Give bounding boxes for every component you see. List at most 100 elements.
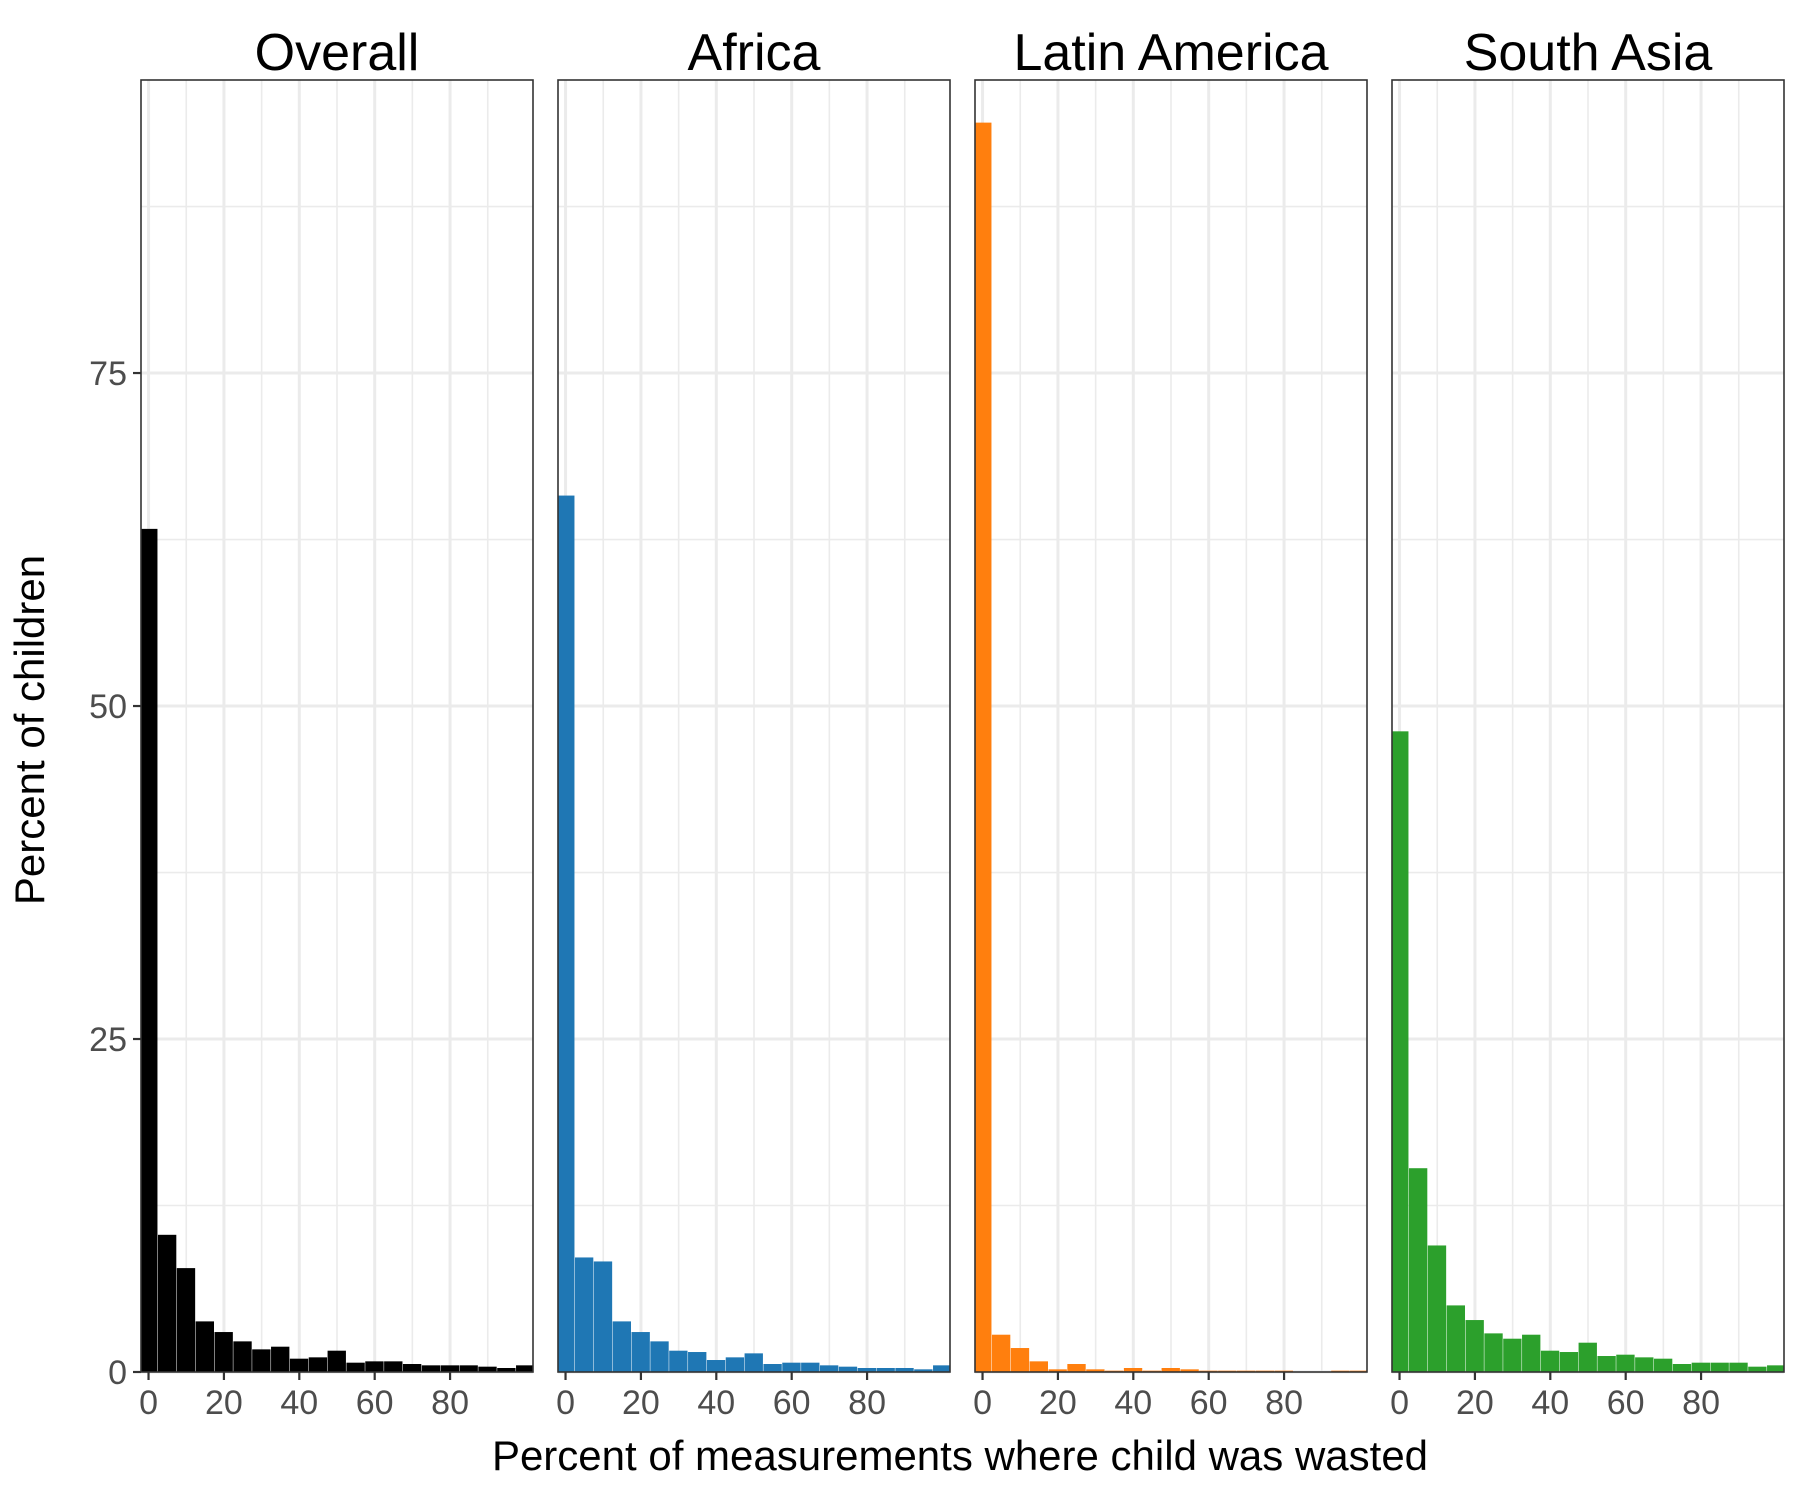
histogram-bar: [1484, 1333, 1503, 1372]
histogram-bar: [1465, 1320, 1484, 1372]
histogram-bar: [1408, 1168, 1428, 1372]
panel-border: [974, 79, 1368, 1373]
x-tick-label: 20: [1456, 1384, 1494, 1422]
histogram-bar: [876, 1368, 895, 1372]
x-tick-label: 40: [1114, 1384, 1152, 1422]
x-tick-label: 60: [773, 1384, 811, 1422]
histogram-bar: [440, 1365, 459, 1372]
histogram-bar: [763, 1364, 782, 1372]
facet-title: Overall: [255, 24, 420, 82]
histogram-bar: [497, 1368, 516, 1372]
facet-overall: Overall 0 20 40 60 80: [139, 24, 534, 1422]
x-tick-label: 20: [622, 1384, 660, 1422]
histogram-bar: [1578, 1342, 1597, 1372]
histogram-bar: [574, 1257, 594, 1372]
histogram-bar: [914, 1369, 933, 1372]
histogram-bar: [1048, 1369, 1067, 1372]
facet-title: Latin America: [1013, 24, 1328, 82]
x-tick-label: 60: [356, 1384, 394, 1422]
histogram-bar: [308, 1357, 328, 1372]
y-tick-label: 0: [108, 1354, 127, 1392]
histogram-bar: [327, 1350, 346, 1372]
x-tick-label: 80: [1682, 1384, 1720, 1422]
x-axis-title: Percent of measurements where child was …: [492, 1432, 1428, 1479]
x-tick-label: 0: [1390, 1384, 1409, 1422]
histogram-bar: [233, 1341, 252, 1372]
histogram-bar: [1710, 1362, 1729, 1372]
histogram-bar: [669, 1350, 688, 1372]
histogram-bar: [1616, 1354, 1635, 1372]
histogram-bar: [975, 122, 992, 1372]
histogram-bar: [1392, 731, 1409, 1372]
histogram-bar: [706, 1360, 726, 1372]
x-tick-label: 20: [1039, 1384, 1077, 1422]
histogram-bar: [421, 1365, 441, 1372]
x-tick-label: 40: [280, 1384, 318, 1422]
histogram-bar: [1767, 1365, 1784, 1372]
histogram-bar: [650, 1341, 669, 1372]
panel-border: [557, 79, 951, 1373]
histogram-bar: [141, 528, 158, 1372]
histogram-bar: [195, 1321, 214, 1372]
x-tick-label: 60: [1190, 1384, 1228, 1422]
histogram-bar: [252, 1349, 271, 1372]
histogram-bar: [782, 1362, 801, 1372]
histogram-bar: [1729, 1362, 1748, 1372]
histogram-bar: [271, 1346, 290, 1372]
histogram-bar: [1653, 1358, 1673, 1372]
facet-africa: Africa 0 20 40 60 80: [556, 24, 951, 1422]
y-tick-label: 75: [89, 355, 127, 393]
histogram-bar: [1635, 1357, 1654, 1372]
histogram-bar: [1540, 1350, 1560, 1372]
x-tick-label: 60: [1607, 1384, 1645, 1422]
histogram-bar: [402, 1364, 422, 1372]
histogram-bar: [1123, 1368, 1143, 1372]
x-tick-label: 0: [556, 1384, 575, 1422]
histogram-bar: [1672, 1364, 1692, 1372]
y-tick-label: 25: [89, 1021, 127, 1059]
histogram-bar: [157, 1234, 177, 1372]
histogram-bar: [744, 1353, 763, 1372]
x-tick-label: 40: [1531, 1384, 1569, 1422]
histogram-bar: [1503, 1338, 1522, 1372]
histogram-bar: [1522, 1334, 1541, 1372]
histogram-bar: [1597, 1356, 1616, 1372]
histogram-bar: [478, 1366, 497, 1372]
histogram-bar: [176, 1268, 196, 1372]
histogram-bar: [346, 1362, 365, 1372]
y-axis-title: Percent of children: [6, 555, 53, 905]
histogram-bar: [1010, 1348, 1030, 1372]
facet-latin-america: Latin America 0 20 40 60 80: [973, 24, 1368, 1422]
histogram-bar: [725, 1357, 745, 1372]
histogram-bar: [895, 1368, 914, 1372]
panel-border: [140, 79, 534, 1373]
histogram-bar: [1161, 1368, 1180, 1372]
panel-border: [1391, 79, 1785, 1373]
histogram-bar: [459, 1365, 478, 1372]
histogram-bar: [214, 1332, 233, 1372]
x-tick-label: 80: [431, 1384, 469, 1422]
histogram-bar: [1067, 1364, 1086, 1372]
histogram-bar: [819, 1365, 839, 1372]
x-tick-label: 80: [1265, 1384, 1303, 1422]
histogram-bar: [1029, 1361, 1048, 1372]
histogram-bar: [384, 1361, 403, 1372]
facet-title: South Asia: [1464, 24, 1713, 82]
histogram-bar: [365, 1361, 384, 1372]
histogram-bar: [289, 1358, 309, 1372]
histogram-bar: [631, 1332, 650, 1372]
histogram-bar: [1691, 1362, 1710, 1372]
histogram-bar: [1180, 1369, 1199, 1372]
x-tick-label: 80: [848, 1384, 886, 1422]
histogram-bar: [933, 1365, 950, 1372]
histogram-bar: [801, 1362, 820, 1372]
histogram-bar: [1086, 1369, 1105, 1372]
histogram-bar: [558, 495, 575, 1372]
facet-title: Africa: [688, 24, 821, 82]
x-tick-label: 0: [973, 1384, 992, 1422]
y-tick-label: 50: [89, 688, 127, 726]
y-axis: 0 25 50 75: [89, 355, 141, 1392]
x-tick-label: 0: [139, 1384, 158, 1422]
